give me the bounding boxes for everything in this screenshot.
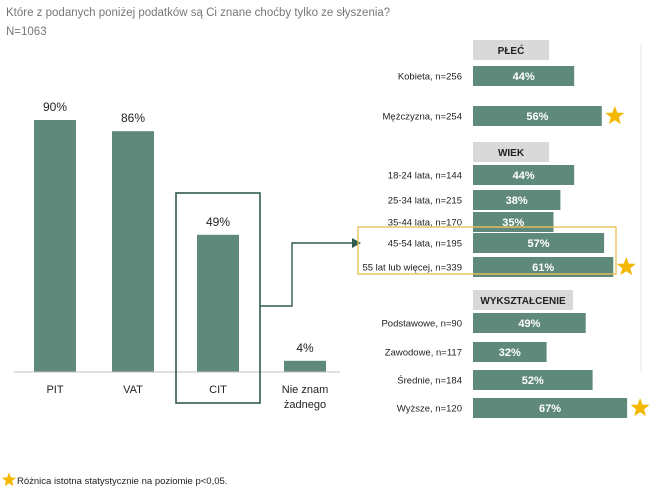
breakdown-bar — [473, 233, 605, 253]
bar-value-label: 49% — [206, 215, 230, 229]
breakdown-row-label: 55 lat lub więcej, n=339 — [362, 263, 462, 274]
breakdown-row-label: Mężczyzna, n=254 — [383, 112, 462, 123]
category-label: VAT — [123, 384, 143, 396]
breakdown-row-label: 25-34 lata, n=215 — [388, 196, 462, 207]
connector-arrow — [260, 242, 353, 307]
breakdown-value-label: 52% — [522, 375, 544, 387]
breakdown-bar — [473, 398, 628, 418]
breakdown-value-label: 67% — [539, 403, 561, 415]
footnote-area: Różnica istotna statystycznie na poziomi… — [1, 472, 227, 487]
breakdown-value-label: 38% — [506, 195, 528, 207]
group-header-bg — [473, 290, 573, 310]
breakdown-bar — [473, 370, 593, 390]
breakdown-row-label: Średnie, n=184 — [397, 375, 462, 387]
chart-title: Które z podanych poniżej podatków są Ci … — [6, 7, 390, 19]
group-header-bg — [473, 40, 549, 60]
bar-nie-znam-żadnego — [284, 360, 326, 372]
breakdown-row-label: Podstawowe, n=90 — [381, 319, 462, 330]
footnote-text: Różnica istotna statystycznie na poziomi… — [17, 476, 227, 487]
group-header: WIEK — [498, 148, 525, 159]
breakdown-bar — [473, 106, 602, 126]
group-header: WYKSZTAŁCENIE — [480, 296, 566, 307]
arrow-head-icon — [352, 238, 361, 248]
breakdown-row-label: Kobieta, n=256 — [398, 72, 462, 83]
breakdown-row-label: 18-24 lata, n=144 — [388, 171, 462, 182]
breakdown-value-label: 57% — [528, 238, 550, 250]
star-icon — [1, 472, 17, 487]
breakdown-value-label: 56% — [526, 111, 548, 123]
category-label: CIT — [209, 384, 227, 396]
bar-value-label: 90% — [43, 100, 67, 114]
category-label: PIT — [46, 384, 63, 396]
star-icon — [616, 257, 636, 276]
breakdown-value-label: 44% — [513, 71, 535, 83]
main-bar-chart: 90% PIT 86% VAT 49% CIT 4% Nie znam żadnego — [14, 100, 361, 411]
category-label: żadnego — [284, 399, 326, 411]
breakdown-value-label: 35% — [502, 217, 524, 229]
breakdown-bar — [473, 342, 547, 362]
chart-sample-size: N=1063 — [6, 26, 47, 38]
breakdown-chart: PŁEĆ 44% Kobieta, n=256 56% Mężczyzna, n=254… — [357, 40, 650, 418]
category-label: Nie znam — [282, 384, 328, 396]
breakdown-value-label: 32% — [499, 347, 521, 359]
breakdown-bar — [473, 66, 575, 86]
breakdown-bar — [473, 165, 575, 185]
bar-cit — [197, 234, 239, 372]
breakdown-value-label: 44% — [513, 170, 535, 182]
breakdown-row-label: Wyższe, n=120 — [397, 404, 462, 415]
breakdown-row-label: 45-54 lata, n=195 — [388, 239, 462, 250]
breakdown-value-label: 49% — [518, 318, 540, 330]
group-header: PŁEĆ — [498, 44, 525, 57]
star-icon — [630, 398, 650, 417]
cit-highlight-box — [175, 192, 261, 404]
bar-value-label: 86% — [121, 111, 145, 125]
bar-value-label: 4% — [296, 341, 314, 355]
star-icon — [605, 106, 625, 125]
breakdown-value-label: 61% — [532, 262, 554, 274]
breakdown-bar — [473, 313, 586, 333]
bar-pit — [34, 120, 76, 372]
group-header-bg — [473, 142, 549, 162]
bar-vat — [112, 131, 154, 372]
age-highlight-box — [357, 226, 617, 275]
breakdown-bar — [473, 257, 614, 277]
breakdown-row-label: Zawodowe, n=117 — [385, 348, 462, 359]
breakdown-bar — [473, 190, 561, 210]
breakdown-row-label: 35-44 lata, n=170 — [388, 218, 462, 229]
